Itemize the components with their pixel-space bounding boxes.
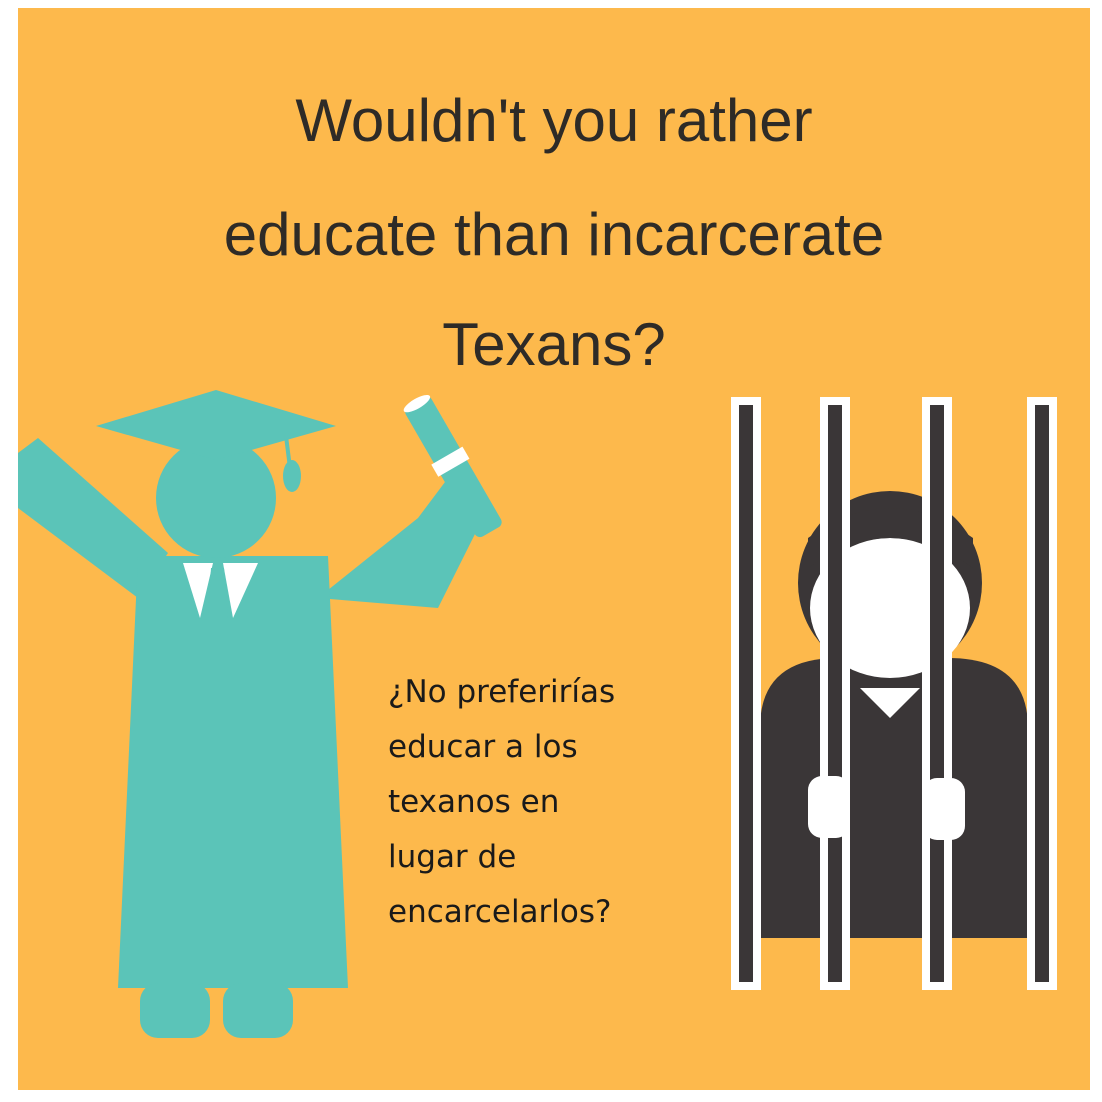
title-line: Texans? <box>18 310 1090 380</box>
bar <box>824 401 846 986</box>
page: {"title_lines": ["Wouldn't you rather", … <box>0 0 1102 1102</box>
spanish-line: lugar de <box>388 837 516 877</box>
right-hand <box>923 778 965 840</box>
right-foot <box>223 983 293 1038</box>
spanish-line: encarcelarlos? <box>388 892 611 932</box>
poster: Wouldn't you rather educate than incarce… <box>18 8 1090 1090</box>
prisoner <box>735 401 1053 986</box>
bar <box>926 401 948 986</box>
mortarboard <box>96 390 336 460</box>
bar <box>1031 401 1053 986</box>
spanish-line: texanos en <box>388 782 559 822</box>
graduate <box>18 390 506 1038</box>
left-foot <box>140 983 210 1038</box>
tassel <box>283 460 301 492</box>
left-hand <box>808 776 850 838</box>
spanish-line: ¿No preferirías <box>388 672 615 712</box>
bar <box>735 401 757 986</box>
title-line: Wouldn't you rather <box>18 86 1090 156</box>
gown <box>118 556 348 988</box>
title-line: educate than incarcerate <box>18 200 1090 270</box>
spanish-line: educar a los <box>388 727 578 767</box>
